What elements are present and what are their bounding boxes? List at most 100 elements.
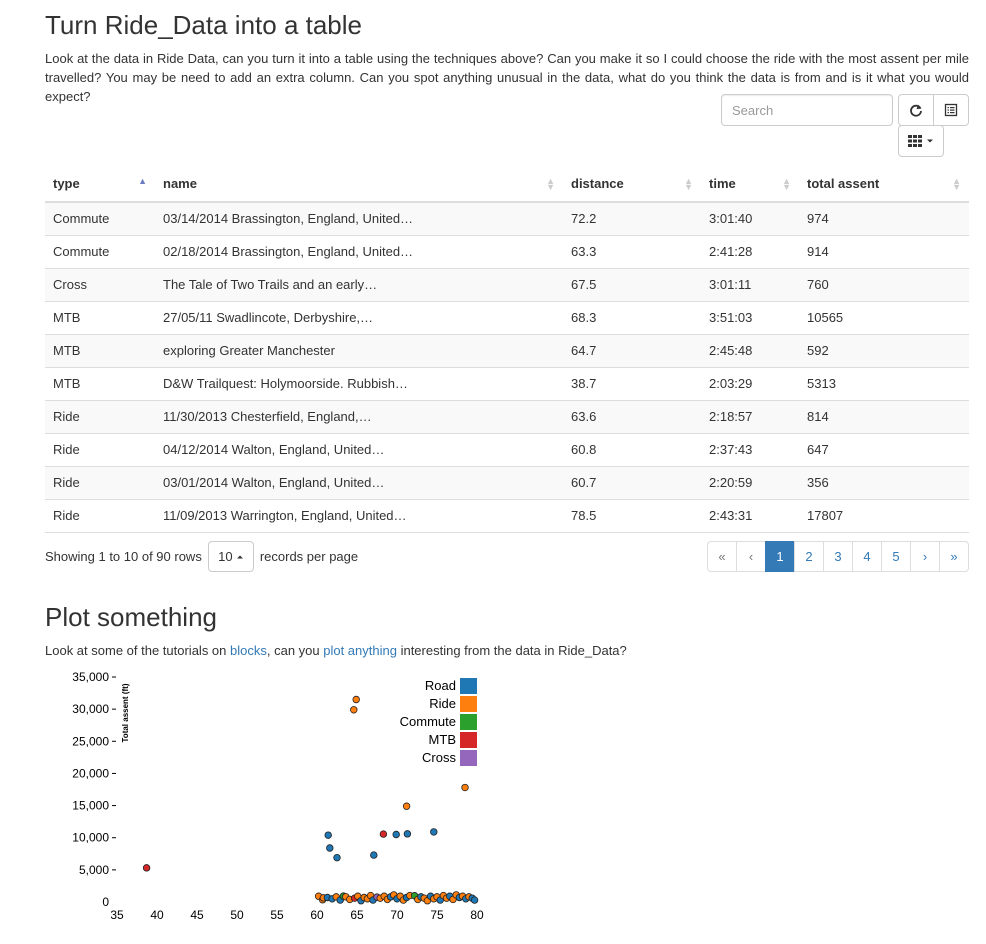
- y-tick-label: 30,000: [72, 702, 109, 716]
- x-tick-label: 70: [390, 908, 404, 922]
- table-section-title: Turn Ride_Data into a table: [45, 10, 363, 40]
- x-tick-label: 55: [270, 908, 284, 922]
- data-point: [326, 844, 334, 852]
- data-point: [392, 830, 400, 839]
- cell-time: 2:20:59: [701, 465, 799, 499]
- cell-type: Ride: [45, 432, 155, 466]
- cell-total-assent: 17807: [799, 498, 969, 533]
- caret-up-icon: [236, 555, 243, 558]
- page-first-button[interactable]: «: [707, 541, 737, 572]
- legend-label: Commute: [400, 714, 456, 729]
- cell-type: Commute: [45, 201, 155, 235]
- cell-total-assent: 814: [799, 399, 969, 433]
- plot-section-title: Plot something: [45, 602, 217, 632]
- cell-distance: 63.6: [563, 399, 701, 433]
- plot-anything-link[interactable]: plot anything: [323, 643, 397, 658]
- legend-swatch: [460, 750, 477, 766]
- cell-time: 2:37:43: [701, 432, 799, 466]
- cell-distance: 68.3: [563, 300, 701, 334]
- data-point: [402, 802, 411, 810]
- blocks-link[interactable]: blocks: [230, 643, 267, 658]
- page-last-button[interactable]: »: [939, 541, 969, 572]
- table-row[interactable]: MTB D&W Trailquest: Holymoorside. Rubbish…: [45, 366, 969, 400]
- column-header-distance[interactable]: distance ▲ ▼: [563, 166, 701, 203]
- cell-name: D&W Trailquest: Holymoorside. Rubbish…: [155, 366, 563, 400]
- page-button-5[interactable]: 5: [881, 541, 911, 572]
- page-button-3[interactable]: 3: [823, 541, 853, 572]
- x-tick-label: 60: [310, 908, 324, 922]
- th-grid-icon: [907, 135, 922, 147]
- cell-name: 02/18/2014 Brassington, England, United…: [155, 234, 563, 268]
- table-toolbar: [721, 94, 969, 158]
- page-button-2[interactable]: 2: [794, 541, 824, 572]
- pagination: « ‹ 1 2 3 4 5 › »: [707, 541, 969, 572]
- column-header-total-assent[interactable]: total assent ▲ ▼: [799, 166, 969, 203]
- cell-distance: 78.5: [563, 498, 701, 533]
- cell-total-assent: 356: [799, 465, 969, 499]
- legend-label: Road: [425, 678, 456, 693]
- data-point: [470, 896, 479, 904]
- cell-total-assent: 760: [799, 267, 969, 301]
- legend-label: MTB: [429, 732, 456, 747]
- legend-swatch: [460, 678, 477, 694]
- data-point: [352, 695, 360, 704]
- cell-time: 2:43:31: [701, 498, 799, 533]
- cell-name: 04/12/2014 Walton, England, United…: [155, 432, 563, 466]
- search-input[interactable]: [721, 94, 893, 126]
- column-header-label: name: [163, 176, 197, 191]
- cell-distance: 63.3: [563, 234, 701, 268]
- column-header-time[interactable]: time ▲ ▼: [701, 166, 799, 203]
- cell-distance: 64.7: [563, 333, 701, 367]
- cell-total-assent: 914: [799, 234, 969, 268]
- table-row[interactable]: Ride 03/01/2014 Walton, England, United… 6…: [45, 465, 969, 499]
- data-point: [461, 783, 469, 792]
- table-row[interactable]: Ride 11/09/2013 Warrington, England, Unit…: [45, 498, 969, 533]
- cell-type: Ride: [45, 399, 155, 433]
- cell-type: MTB: [45, 300, 155, 334]
- table-header-row: type ▲ name ▲ ▼ distance ▲ ▼ time ▲ ▼ total ass…: [45, 166, 969, 203]
- data-point: [333, 853, 341, 862]
- cell-type: Commute: [45, 234, 155, 268]
- y-tick-label: 10,000: [72, 831, 109, 845]
- cell-name: 03/01/2014 Walton, England, United…: [155, 465, 563, 499]
- data-point: [430, 828, 438, 836]
- table-row[interactable]: Cross The Tale of Two Trails and an early…: [45, 267, 969, 301]
- cell-distance: 60.7: [563, 465, 701, 499]
- table-row[interactable]: MTB 27/05/11 Swadlincote, Derbyshire,… 68.…: [45, 300, 969, 334]
- refresh-button[interactable]: [898, 94, 934, 126]
- legend-swatch: [460, 714, 477, 730]
- y-tick-label: 35,000: [72, 670, 109, 684]
- column-header-label: time: [709, 176, 736, 191]
- page-prev-button[interactable]: ‹: [736, 541, 766, 572]
- column-header-name[interactable]: name ▲ ▼: [155, 166, 563, 203]
- per-page-dropdown[interactable]: 10: [207, 541, 254, 572]
- column-header-label: type: [53, 176, 80, 191]
- page-button-4[interactable]: 4: [852, 541, 882, 572]
- x-tick-label: 80: [470, 908, 484, 922]
- table-row[interactable]: MTB exploring Greater Manchester 64.7 2:45:…: [45, 333, 969, 367]
- cell-time: 3:51:03: [701, 300, 799, 334]
- table-row[interactable]: Commute 03/14/2014 Brassington, England, …: [45, 201, 969, 235]
- column-header-type[interactable]: type ▲: [45, 166, 155, 203]
- y-axis-label: Total assent (ft): [121, 683, 130, 742]
- sort-both-icon: ▲ ▼: [952, 176, 961, 192]
- y-tick-label: 25,000: [72, 734, 109, 748]
- cell-type: Ride: [45, 498, 155, 533]
- table-row[interactable]: Commute 02/18/2014 Brassington, England, …: [45, 234, 969, 268]
- sort-both-icon: ▲ ▼: [782, 176, 791, 192]
- columns-dropdown-button[interactable]: [898, 125, 944, 157]
- ride-data-table: type ▲ name ▲ ▼ distance ▲ ▼ time ▲ ▼ total ass…: [45, 166, 969, 533]
- table-section-description: Look at the data in Ride Data, can you t…: [45, 51, 969, 104]
- x-tick-label: 45: [190, 908, 204, 922]
- table-row[interactable]: Ride 04/12/2014 Walton, England, United… 6…: [45, 432, 969, 466]
- data-point: [370, 851, 378, 859]
- data-point: [350, 706, 358, 714]
- toggle-view-button[interactable]: [933, 94, 969, 126]
- table-row[interactable]: Ride 11/30/2013 Chesterfield, England,… 63…: [45, 399, 969, 433]
- page-next-button[interactable]: ›: [910, 541, 940, 572]
- cell-name: 03/14/2014 Brassington, England, United…: [155, 201, 563, 235]
- showing-rows-text: Showing 1 to 10 of 90 rows: [45, 549, 202, 564]
- page-button-1[interactable]: 1: [765, 541, 795, 572]
- x-tick-label: 65: [350, 908, 364, 922]
- plot-section-description: Look at some of the tutorials on blocks,…: [45, 641, 627, 660]
